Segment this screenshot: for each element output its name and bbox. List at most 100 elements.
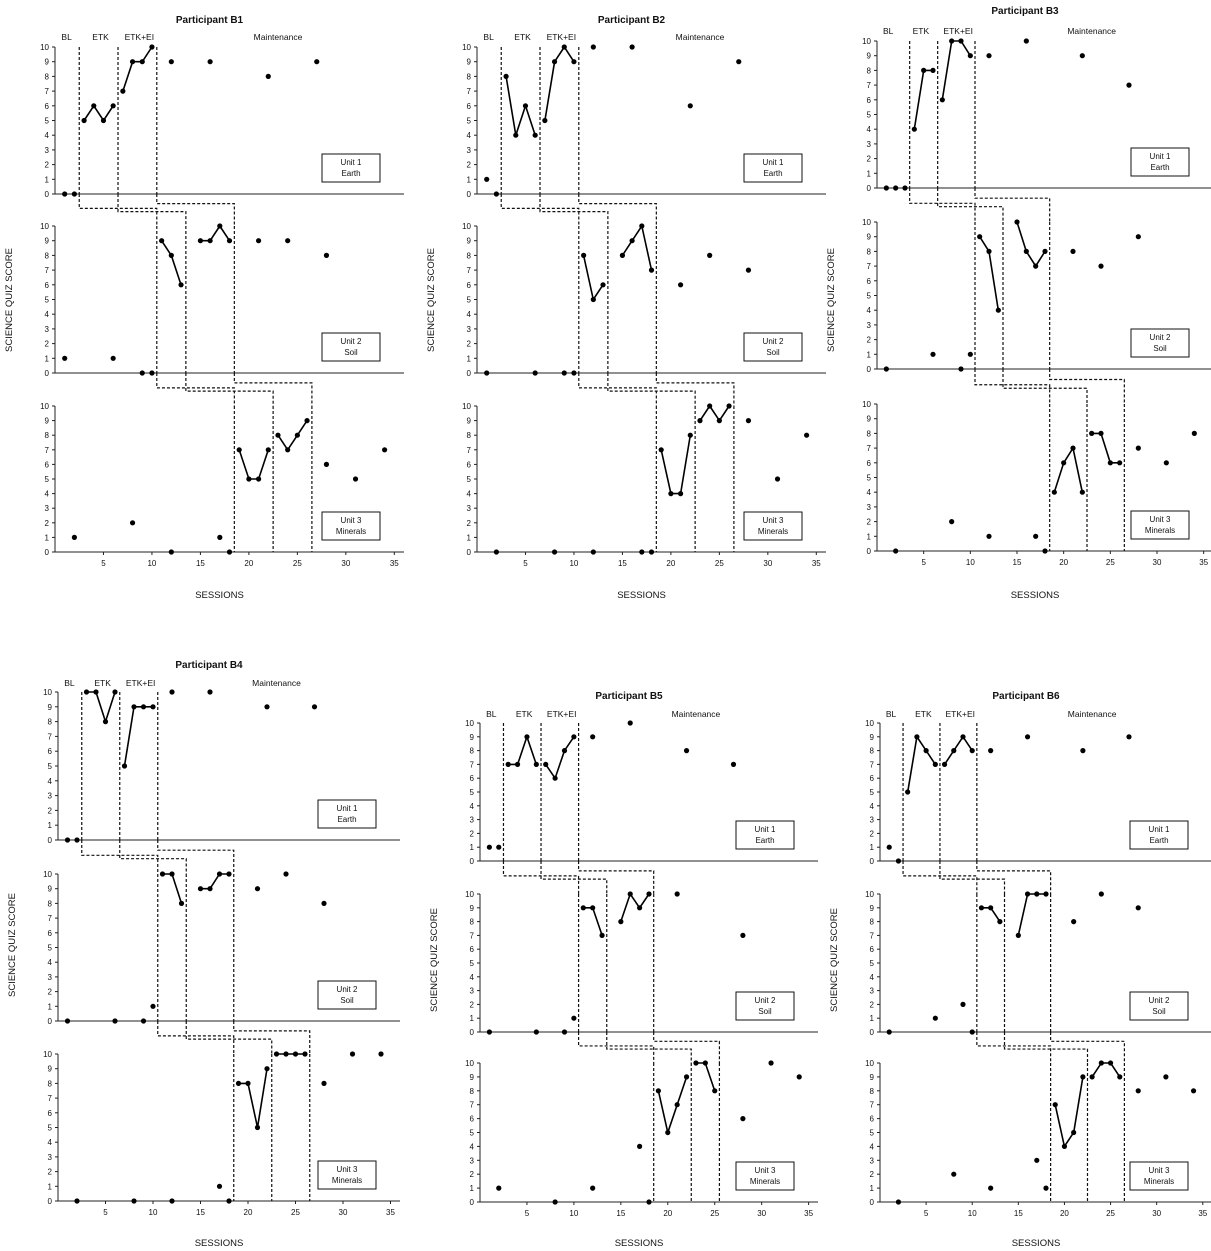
y-tick-label: 7 bbox=[870, 760, 875, 769]
x-tick-label: 25 bbox=[293, 559, 302, 568]
x-tick-label: 5 bbox=[103, 1208, 108, 1217]
data-point bbox=[683, 748, 690, 754]
series-line bbox=[277, 420, 308, 452]
y-tick-label: 6 bbox=[470, 945, 475, 954]
unit-label-line2: Minerals bbox=[758, 527, 788, 536]
y-tick-label: 3 bbox=[867, 321, 872, 330]
phase-label: BL bbox=[64, 678, 75, 688]
phase-step-connector bbox=[577, 1032, 655, 1063]
phase-step-connector bbox=[606, 1032, 692, 1063]
data-point bbox=[1023, 248, 1029, 254]
data-point bbox=[216, 1183, 223, 1189]
data-point bbox=[207, 238, 213, 244]
series-line bbox=[238, 1068, 268, 1128]
series-line bbox=[123, 706, 153, 767]
x-tick-label: 15 bbox=[616, 1209, 625, 1218]
data-point bbox=[349, 1051, 356, 1057]
series-line bbox=[83, 104, 114, 122]
y-tick-label: 1 bbox=[45, 533, 50, 542]
y-tick-label: 2 bbox=[45, 340, 50, 349]
unit-label-line1: Unit 3 bbox=[763, 516, 784, 525]
unit-label-line2: Earth bbox=[1149, 836, 1168, 845]
series-line bbox=[979, 236, 1000, 311]
data-point bbox=[571, 734, 577, 740]
series-line bbox=[621, 223, 653, 271]
y-tick-label: 3 bbox=[467, 146, 472, 155]
y-tick-label: 5 bbox=[45, 475, 50, 484]
data-point bbox=[112, 1018, 118, 1024]
data-point bbox=[149, 44, 155, 50]
y-tick-label: 3 bbox=[48, 792, 53, 801]
data-point bbox=[378, 1051, 384, 1057]
y-tick-label: 10 bbox=[865, 1059, 874, 1068]
y-tick-label: 5 bbox=[467, 117, 472, 126]
data-point bbox=[1107, 460, 1113, 466]
data-point bbox=[986, 533, 992, 539]
x-tick-label: 30 bbox=[763, 559, 772, 568]
data-point bbox=[493, 549, 499, 555]
data-point bbox=[149, 370, 155, 376]
y-tick-label: 7 bbox=[467, 446, 472, 455]
data-point bbox=[1135, 905, 1141, 911]
y-tick-label: 9 bbox=[870, 733, 875, 742]
data-point bbox=[629, 238, 635, 244]
x-tick-label: 10 bbox=[569, 559, 578, 568]
y-tick-label: 8 bbox=[45, 431, 50, 440]
y-tick-label: 3 bbox=[870, 816, 875, 825]
y-tick-label: 1 bbox=[870, 843, 875, 852]
y-tick-label: 5 bbox=[867, 474, 872, 483]
unit-label-line1: Unit 1 bbox=[1149, 825, 1170, 834]
y-tick-label: 10 bbox=[40, 222, 49, 231]
phase-label: Maintenance bbox=[1068, 709, 1117, 719]
series-line bbox=[583, 907, 603, 936]
unit-label-line2: Minerals bbox=[336, 527, 366, 536]
data-point bbox=[514, 761, 521, 768]
unit-label-box bbox=[317, 1160, 377, 1190]
y-tick-label: 10 bbox=[862, 37, 871, 46]
y-tick-label: 1 bbox=[48, 821, 53, 830]
y-tick-label: 9 bbox=[48, 703, 53, 712]
x-tick-label: 20 bbox=[666, 559, 675, 568]
unit-label-box bbox=[1129, 1161, 1189, 1191]
data-point bbox=[1023, 38, 1029, 44]
data-point bbox=[255, 476, 262, 482]
y-tick-label: 4 bbox=[48, 777, 53, 786]
data-point bbox=[707, 403, 713, 409]
data-point bbox=[571, 1015, 577, 1021]
phase-step-connector bbox=[578, 373, 657, 406]
data-point bbox=[302, 1051, 308, 1057]
data-point bbox=[83, 689, 90, 695]
phase-step-connector bbox=[1003, 1032, 1089, 1063]
data-point bbox=[486, 1029, 492, 1035]
y-tick-label: 10 bbox=[43, 870, 52, 879]
x-tick-label: 10 bbox=[968, 1209, 977, 1218]
data-point bbox=[774, 476, 781, 482]
y-tick-label: 0 bbox=[467, 548, 472, 557]
data-point bbox=[618, 919, 624, 925]
data-point bbox=[321, 900, 327, 907]
series-line bbox=[1017, 893, 1046, 936]
unit-label-line1: Unit 3 bbox=[755, 1166, 776, 1175]
y-tick-label: 1 bbox=[470, 1184, 475, 1193]
data-point bbox=[668, 491, 674, 497]
unit-label-box bbox=[321, 511, 381, 541]
y-tick-label: 9 bbox=[470, 733, 475, 742]
y-tick-label: 8 bbox=[870, 1087, 875, 1096]
data-point bbox=[236, 447, 242, 453]
y-tick-label: 5 bbox=[470, 959, 475, 968]
y-tick-label: 0 bbox=[45, 548, 50, 557]
data-point bbox=[264, 704, 270, 710]
y-tick-label: 3 bbox=[48, 973, 53, 982]
y-tick-label: 6 bbox=[867, 96, 872, 105]
series-line bbox=[660, 435, 692, 495]
series-line bbox=[1091, 1062, 1121, 1078]
unit-label-line1: Unit 1 bbox=[1150, 152, 1171, 161]
y-tick-label: 7 bbox=[48, 732, 53, 741]
series-line bbox=[162, 873, 183, 904]
data-point bbox=[730, 761, 737, 768]
y-tick-label: 7 bbox=[467, 266, 472, 275]
data-point bbox=[524, 734, 530, 740]
y-tick-label: 2 bbox=[467, 161, 472, 170]
y-tick-label: 0 bbox=[870, 857, 875, 866]
data-point bbox=[1042, 548, 1048, 554]
